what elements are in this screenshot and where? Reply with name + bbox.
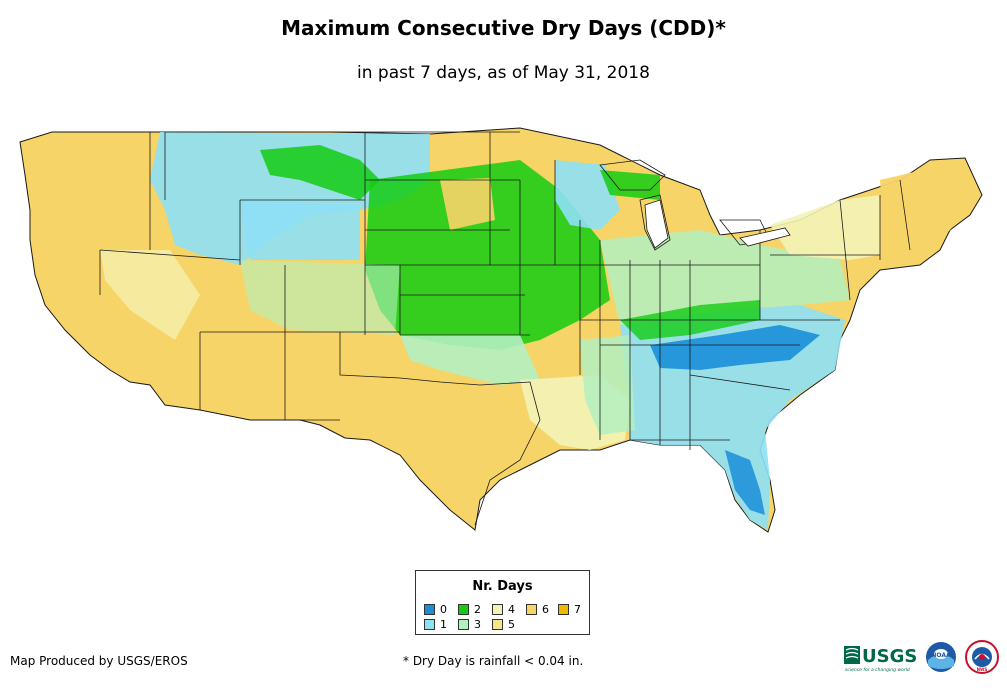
region-central-2day xyxy=(365,160,610,350)
region-wyoming-1day xyxy=(240,200,360,260)
region-mississippi-3day xyxy=(580,335,635,435)
legend-item-7: 7 xyxy=(558,603,581,616)
legend-item-0: 0 xyxy=(424,603,447,616)
region-northeast-4day xyxy=(770,195,880,260)
usgs-logo: USGS science for a changing world xyxy=(844,646,917,673)
legend-swatch-5 xyxy=(492,619,503,630)
legend-label-1: 1 xyxy=(440,618,447,631)
legend-item-2: 2 xyxy=(458,603,481,616)
lake-erie xyxy=(739,227,791,247)
us-map xyxy=(0,120,1007,550)
agency-logos: USGS science for a changing world NOAA N… xyxy=(842,638,1002,678)
map-title: Maximum Consecutive Dry Days (CDD)* xyxy=(281,16,726,40)
region-new-england-6day xyxy=(880,160,980,260)
state-borders xyxy=(99,131,911,526)
legend-swatch-2 xyxy=(458,604,469,615)
us-map-svg xyxy=(19,127,983,533)
region-florida-0day xyxy=(725,450,765,515)
region-colorado-3day xyxy=(240,260,400,335)
nws-wordmark: NWS xyxy=(977,667,988,672)
legend-title: Nr. Days xyxy=(472,579,533,594)
region-tennessee-0day xyxy=(650,325,820,370)
legend-swatch-4 xyxy=(492,604,503,615)
noaa-wordmark: NOAA xyxy=(931,652,951,659)
legend-item-4: 4 xyxy=(492,603,515,616)
logos-svg: USGS science for a changing world NOAA N… xyxy=(844,640,999,674)
legend-box: Nr. Days 0 1 2 3 4 5 6 7 xyxy=(415,570,590,635)
legend-label-0: 0 xyxy=(440,603,447,616)
legend-item-3: 3 xyxy=(458,618,481,631)
legend-label-2: 2 xyxy=(474,603,481,616)
region-north-plains-2day xyxy=(260,145,380,200)
legend-item-6: 6 xyxy=(526,603,549,616)
lake-michigan xyxy=(644,199,669,249)
legend-swatch-6 xyxy=(526,604,537,615)
legend-label-5: 5 xyxy=(508,618,515,631)
region-midwest-3day xyxy=(600,230,850,325)
legend-label-4: 4 xyxy=(508,603,515,616)
region-sd-6day xyxy=(440,178,495,230)
region-oklahoma-3day xyxy=(400,335,540,385)
usgs-wordmark: USGS xyxy=(862,646,917,667)
legend-label-3: 3 xyxy=(474,618,481,631)
legend-swatch-1 xyxy=(424,619,435,630)
noaa-logo: NOAA xyxy=(926,642,956,672)
legend-item-1: 1 xyxy=(424,618,447,631)
map-credit: Map Produced by USGS/EROS xyxy=(10,654,188,668)
legend-swatch-3 xyxy=(458,619,469,630)
legend-label-7: 7 xyxy=(574,603,581,616)
region-upper-michigan-2day xyxy=(600,170,660,200)
legend-label-6: 6 xyxy=(542,603,549,616)
legend-swatch-7 xyxy=(558,604,569,615)
region-nevada-4day xyxy=(100,250,200,340)
legend-item-5: 5 xyxy=(492,618,515,631)
usgs-tagline: science for a changing world xyxy=(845,667,910,673)
nws-logo: NWS xyxy=(965,640,999,674)
legend-swatch-0 xyxy=(424,604,435,615)
dry-day-note: * Dry Day is rainfall < 0.04 in. xyxy=(403,654,584,668)
map-subtitle: in past 7 days, as of May 31, 2018 xyxy=(357,63,650,83)
